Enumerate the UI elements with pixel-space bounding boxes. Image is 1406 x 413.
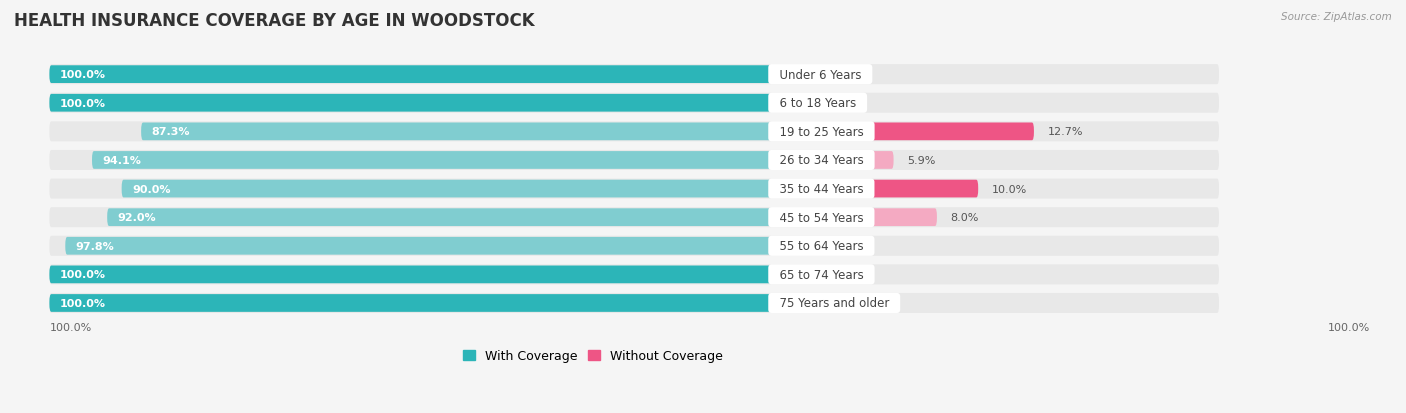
Text: 10.0%: 10.0%: [993, 184, 1028, 194]
FancyBboxPatch shape: [772, 209, 936, 226]
Text: 100.0%: 100.0%: [59, 70, 105, 80]
Text: 0.0%: 0.0%: [813, 298, 841, 308]
Text: 100.0%: 100.0%: [49, 323, 91, 332]
Text: Source: ZipAtlas.com: Source: ZipAtlas.com: [1281, 12, 1392, 22]
Text: 12.7%: 12.7%: [1047, 127, 1083, 137]
FancyBboxPatch shape: [49, 95, 772, 112]
FancyBboxPatch shape: [772, 180, 979, 198]
FancyBboxPatch shape: [122, 180, 772, 198]
FancyBboxPatch shape: [107, 209, 772, 226]
FancyBboxPatch shape: [49, 294, 772, 312]
Text: 6 to 18 Years: 6 to 18 Years: [772, 97, 863, 110]
Text: 97.8%: 97.8%: [76, 241, 114, 251]
FancyBboxPatch shape: [49, 151, 1219, 171]
Text: 75 Years and older: 75 Years and older: [772, 297, 897, 310]
Text: 94.1%: 94.1%: [103, 156, 141, 166]
Text: 100.0%: 100.0%: [59, 99, 105, 109]
FancyBboxPatch shape: [772, 152, 894, 169]
Text: 0.0%: 0.0%: [813, 99, 841, 109]
Text: Under 6 Years: Under 6 Years: [772, 69, 869, 81]
Text: 90.0%: 90.0%: [132, 184, 170, 194]
Text: 2.2%: 2.2%: [831, 241, 859, 251]
FancyBboxPatch shape: [772, 266, 800, 284]
FancyBboxPatch shape: [49, 93, 1219, 114]
Text: 100.0%: 100.0%: [59, 270, 105, 280]
FancyBboxPatch shape: [49, 265, 1219, 285]
Text: 100.0%: 100.0%: [59, 298, 105, 308]
FancyBboxPatch shape: [49, 266, 772, 284]
FancyBboxPatch shape: [772, 66, 800, 84]
FancyBboxPatch shape: [772, 123, 1033, 141]
Text: 92.0%: 92.0%: [118, 213, 156, 223]
FancyBboxPatch shape: [141, 123, 772, 141]
FancyBboxPatch shape: [772, 237, 817, 255]
Legend: With Coverage, Without Coverage: With Coverage, Without Coverage: [458, 344, 728, 368]
FancyBboxPatch shape: [65, 237, 772, 255]
Text: 65 to 74 Years: 65 to 74 Years: [772, 268, 872, 281]
FancyBboxPatch shape: [49, 122, 1219, 142]
FancyBboxPatch shape: [49, 179, 1219, 199]
Text: 55 to 64 Years: 55 to 64 Years: [772, 240, 870, 253]
Text: 0.0%: 0.0%: [813, 70, 841, 80]
FancyBboxPatch shape: [772, 294, 800, 312]
Text: HEALTH INSURANCE COVERAGE BY AGE IN WOODSTOCK: HEALTH INSURANCE COVERAGE BY AGE IN WOOD…: [14, 12, 534, 30]
Text: 8.0%: 8.0%: [950, 213, 979, 223]
Text: 19 to 25 Years: 19 to 25 Years: [772, 126, 872, 138]
Text: 5.9%: 5.9%: [907, 156, 936, 166]
Text: 0.0%: 0.0%: [813, 270, 841, 280]
FancyBboxPatch shape: [49, 293, 1219, 313]
FancyBboxPatch shape: [772, 95, 800, 112]
FancyBboxPatch shape: [49, 208, 1219, 228]
Text: 35 to 44 Years: 35 to 44 Years: [772, 183, 870, 196]
FancyBboxPatch shape: [49, 65, 1219, 85]
FancyBboxPatch shape: [49, 236, 1219, 256]
Text: 100.0%: 100.0%: [1329, 323, 1371, 332]
FancyBboxPatch shape: [91, 152, 772, 169]
Text: 45 to 54 Years: 45 to 54 Years: [772, 211, 870, 224]
Text: 26 to 34 Years: 26 to 34 Years: [772, 154, 872, 167]
Text: 87.3%: 87.3%: [152, 127, 190, 137]
FancyBboxPatch shape: [49, 66, 772, 84]
